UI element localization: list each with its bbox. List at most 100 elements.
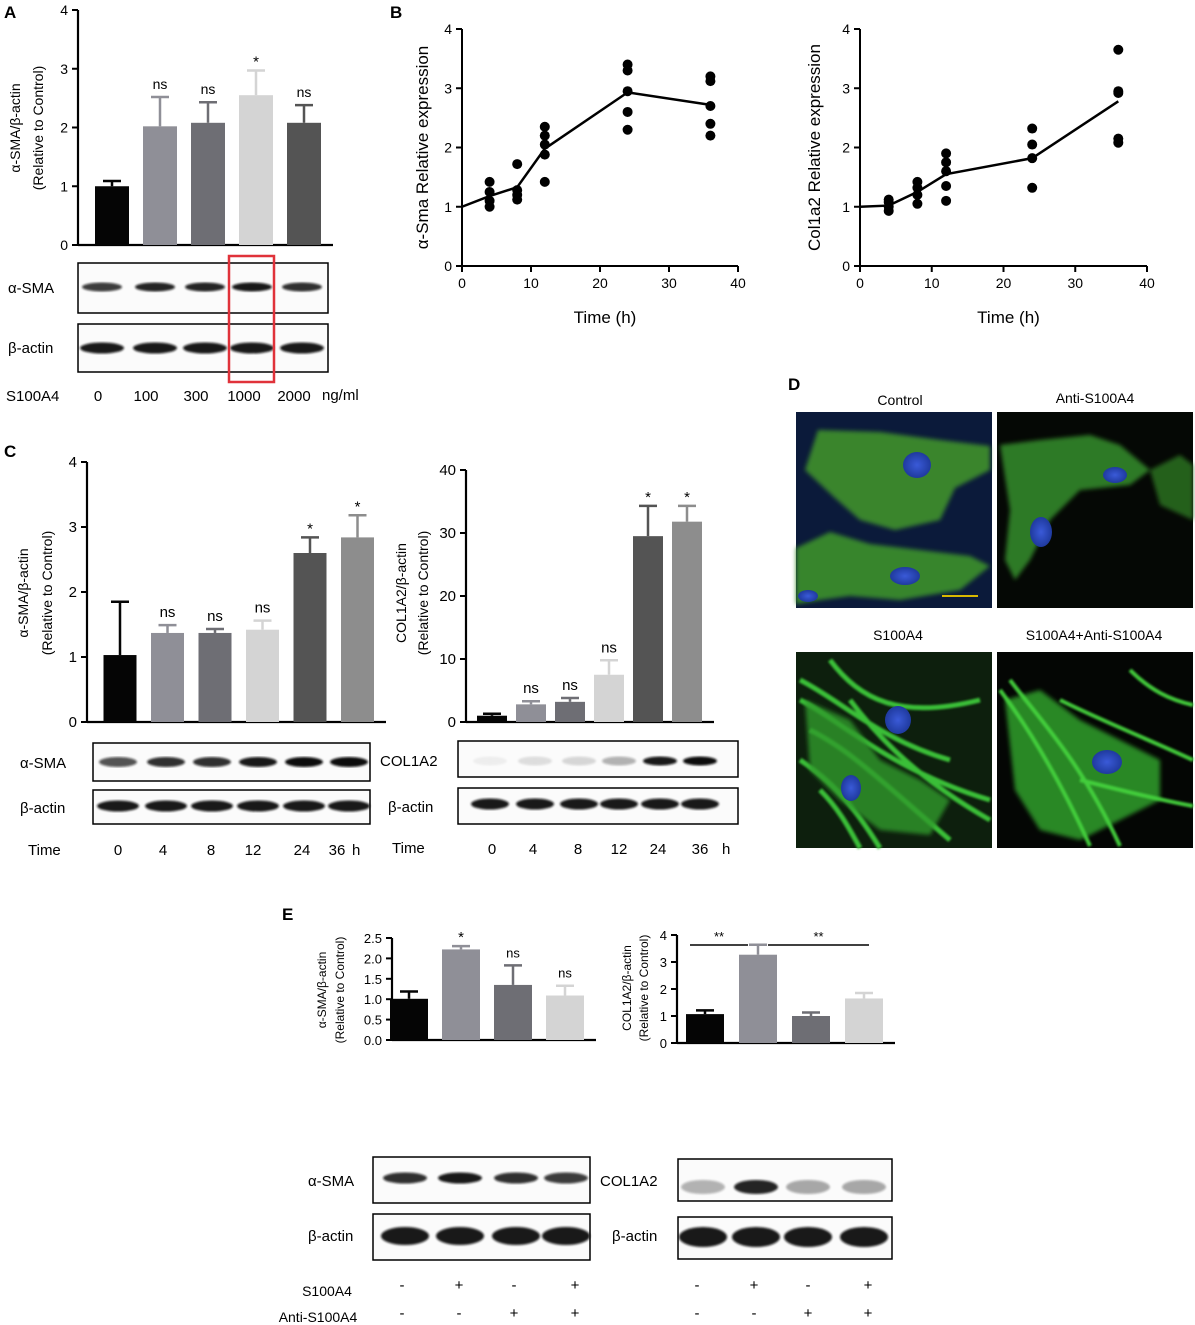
blot-band — [237, 800, 279, 812]
data-point — [705, 130, 716, 141]
bar — [792, 1016, 830, 1043]
data-point — [1027, 139, 1038, 150]
y-axis-label: Col1a2 Relative expression — [805, 44, 824, 251]
x-axis-label: Time (h) — [574, 308, 637, 327]
y-tick-label: 3 — [69, 519, 77, 536]
data-point — [484, 186, 495, 197]
y-tick-label: 0 — [842, 258, 850, 274]
panel-letter-d: D — [788, 375, 800, 394]
y-tick-label: 30 — [439, 525, 456, 542]
blot-lane-label: 8 — [574, 841, 582, 858]
blot-band — [230, 342, 274, 354]
x-tick-label: 30 — [1067, 275, 1083, 291]
y-axis-label: (Relative to Control) — [333, 937, 347, 1044]
design-row-label-anti-s100a4: Anti-S100A4 — [279, 1309, 358, 1325]
blot-row-label: α-SMA — [308, 1173, 354, 1190]
y-axis-label: α-SMA/β-actin — [7, 83, 23, 172]
blot-band — [492, 1227, 540, 1245]
blot-band — [542, 1227, 590, 1245]
blot-band — [97, 800, 139, 812]
bar — [198, 632, 232, 722]
y-tick-label: 2 — [60, 120, 68, 136]
data-point — [1027, 182, 1038, 193]
design-sign: + — [864, 1277, 873, 1294]
y-tick-label: 2 — [660, 982, 667, 997]
y-axis-label: COL1A2/β-actin — [620, 945, 634, 1031]
significance-label: ns — [523, 680, 539, 697]
chart-a-bar-chart: 0 1 2 3 4 α-SMA/β-actin (Relative to Control) n… — [7, 2, 333, 253]
y-tick-label: 10 — [439, 651, 456, 668]
data-point — [512, 185, 523, 196]
bar — [546, 995, 584, 1040]
blot-row-label: α-SMA — [20, 755, 66, 772]
data-point — [941, 157, 952, 168]
data-point — [622, 59, 633, 70]
blot-lane-label: 4 — [529, 841, 537, 858]
bar — [239, 95, 273, 245]
design-sign: + — [750, 1277, 759, 1294]
data-point — [1113, 44, 1124, 55]
y-tick-label: 1 — [444, 199, 452, 215]
blot-treatment-label: Time — [392, 840, 425, 857]
blot-lane-label: 24 — [650, 841, 667, 858]
x-tick-label: 20 — [592, 275, 608, 291]
blot-band — [494, 1172, 538, 1184]
design-sign: + — [804, 1305, 813, 1322]
data-point — [941, 148, 952, 159]
blot-row-label: β-actin — [8, 340, 53, 357]
data-point — [941, 181, 952, 192]
design-sign: - — [752, 1305, 757, 1322]
blot-band — [80, 342, 124, 354]
significance-label: ns — [601, 639, 617, 656]
bar — [686, 1014, 724, 1043]
blot-row-label: COL1A2 — [380, 753, 438, 770]
design-sign: - — [457, 1305, 462, 1322]
y-tick-label: 1 — [842, 199, 850, 215]
significance-label: ns — [201, 81, 216, 97]
blot-band — [732, 1227, 780, 1247]
blot-lane-label: 36 — [329, 842, 346, 859]
micrograph-s100a4 — [796, 652, 992, 850]
data-point — [539, 121, 550, 132]
blot-band — [191, 800, 233, 812]
y-tick-label: 1.5 — [364, 972, 382, 987]
data-point — [539, 139, 550, 150]
panel-letter-a: A — [4, 3, 16, 22]
blot-lane-label: 12 — [245, 842, 262, 859]
blot-lane-label: 2000 — [277, 388, 310, 405]
blot-lane-label: 1000 — [227, 388, 260, 405]
bar — [191, 122, 225, 245]
blot-lane-label: 0 — [114, 842, 122, 859]
data-point — [484, 176, 495, 187]
y-tick-label: 0 — [444, 258, 452, 274]
chart-c-alpha-sma-bar: 0 1 2 3 4 α-SMA/β-actin (Relative to Control) n… — [15, 454, 386, 731]
blot-band — [516, 798, 554, 810]
blot-band — [734, 1180, 778, 1194]
y-tick-label: 4 — [660, 928, 667, 943]
y-tick-label: 4 — [444, 21, 452, 37]
micrograph-control — [796, 412, 992, 608]
y-axis-label: α-SMA/β-actin — [315, 952, 329, 1029]
blot-band — [643, 756, 677, 766]
bar — [143, 126, 177, 245]
y-tick-label: 40 — [439, 462, 456, 479]
blot-band — [285, 757, 323, 767]
significance-label: ns — [160, 604, 176, 621]
blot-band — [679, 1227, 727, 1247]
chart-e-col1a2-bar: 0 1 2 3 4 COL1A2/β-actin (Relative to Control)… — [620, 928, 895, 1051]
y-tick-label: 4 — [842, 21, 850, 37]
y-tick-label: 3 — [660, 955, 667, 970]
significance-label: ** — [714, 929, 724, 944]
panel-letter-b: B — [390, 3, 402, 22]
data-point — [1113, 133, 1124, 144]
panel-letter-c: C — [4, 442, 16, 461]
blot-band — [518, 756, 552, 766]
blot-band — [436, 1227, 484, 1245]
blot-band — [183, 342, 227, 354]
blot-band — [842, 1180, 886, 1194]
design-sign: - — [806, 1277, 811, 1294]
x-tick-label: 0 — [856, 275, 864, 291]
micrograph-anti-s100a4 — [997, 412, 1193, 608]
